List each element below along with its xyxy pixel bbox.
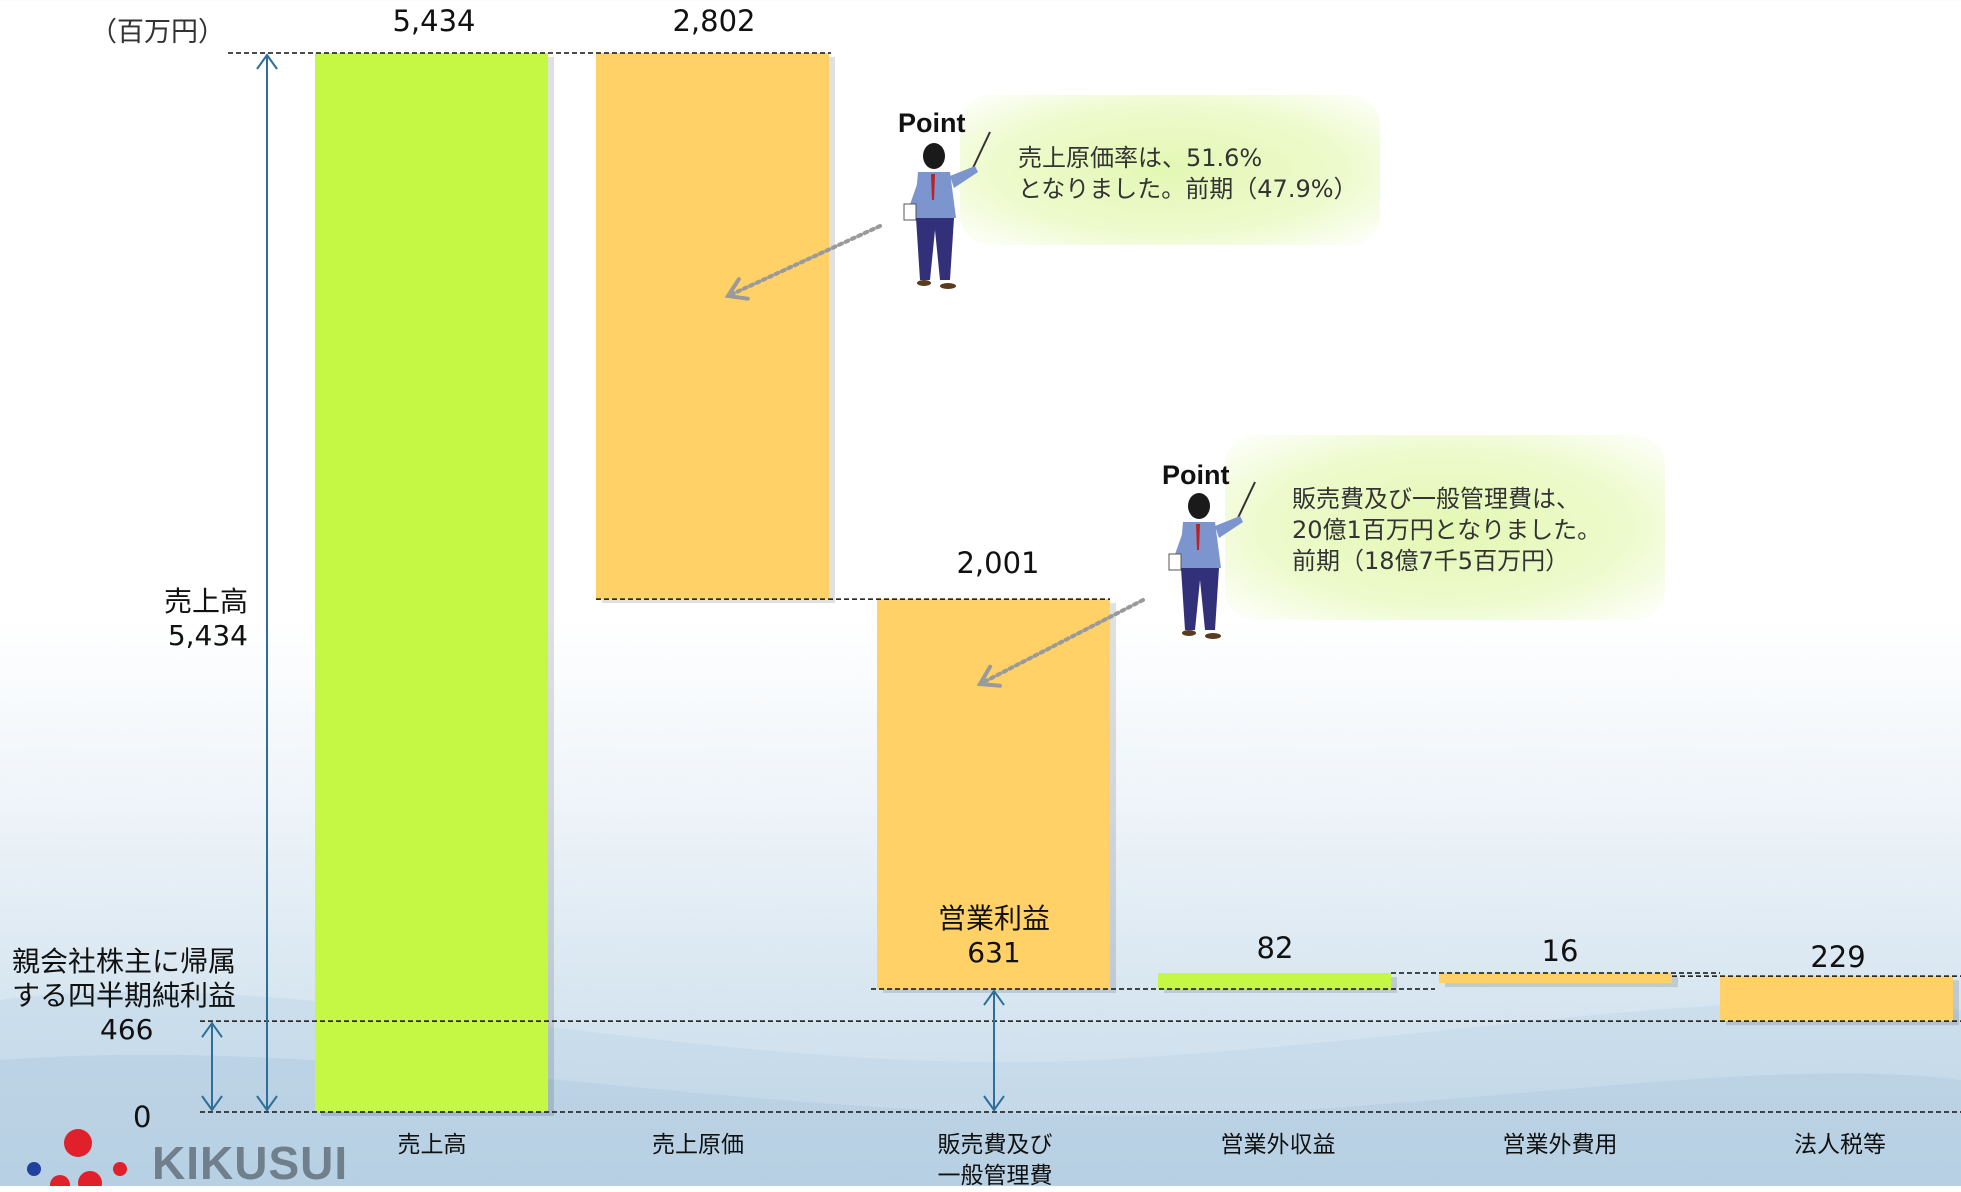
net-income-value: 466	[100, 1013, 154, 1046]
value-label-non-operating-expense: 16	[1541, 934, 1579, 968]
net-income-title-line2: する四半期純利益	[12, 979, 237, 1012]
category-label-sga: 販売費及び 一般管理費	[937, 1132, 1053, 1189]
category-label-income-taxes: 法人税等	[1794, 1132, 1886, 1158]
value-label-non-operating-income: 82	[1256, 931, 1294, 965]
zero-label: 0	[133, 1100, 152, 1134]
callout-1-line1: 売上原価率は、51.6%	[1018, 144, 1263, 172]
net-income-dimension-arrow-head-top	[201, 1021, 223, 1038]
value-label-income-taxes: 229	[1810, 940, 1866, 974]
net-income-dimension-arrow-head-bottom	[201, 1095, 223, 1112]
callout-2-text: 販売費及び一般管理費は、 20億1百万円となりました。 前期（18億7千5百万円…	[1292, 484, 1601, 577]
sales-side-value: 5,434	[167, 619, 248, 652]
bar-3	[1158, 973, 1391, 990]
callout-1-text: 売上原価率は、51.6% となりました。前期（47.9%）	[1018, 143, 1358, 205]
operating-profit-title: 営業利益	[937, 902, 1050, 935]
sales-side-title: 売上高	[163, 585, 248, 618]
callout-cost-ratio-box	[960, 95, 1380, 245]
callout-2-line1: 販売費及び一般管理費は、	[1292, 485, 1580, 513]
sales-dimension-arrow-head-top	[256, 53, 278, 70]
sales-side-label: 売上高 5,434	[160, 585, 248, 653]
net-income-side-label: 親会社株主に帰属 する四半期純利益 466	[12, 945, 236, 1047]
unit-label: （百万円）	[90, 17, 225, 48]
presenter-figure-icon	[1168, 481, 1256, 639]
net-income-title-line1: 親会社株主に帰属	[12, 945, 237, 978]
pointer-arrow-head	[976, 664, 1002, 688]
presenter-figure-icon	[903, 131, 991, 289]
pointer-arrow	[978, 598, 1145, 686]
operating-profit-dimension-arrow-head-top	[983, 989, 1005, 1006]
callout-2-line3: 前期（18億7千5百万円）	[1292, 547, 1570, 575]
operating-profit-value: 631	[967, 936, 1021, 969]
bar-4	[1439, 973, 1672, 984]
category-label-non-operating-income: 営業外収益	[1220, 1132, 1336, 1158]
bar-0	[315, 53, 548, 1112]
callout-1-title: Point	[898, 108, 966, 138]
bar-1	[596, 53, 829, 600]
category-label-non-operating-expense: 営業外費用	[1502, 1132, 1618, 1158]
pointer-arrow	[726, 224, 882, 298]
value-label-sales: 5,434	[392, 4, 476, 38]
operating-profit-label: 営業利益 631	[894, 902, 1094, 970]
value-label-cost-of-sales: 2,802	[672, 4, 756, 38]
callout-sga-box	[1225, 435, 1665, 620]
category-label-sales: 売上高	[397, 1132, 467, 1158]
logo-text: KIKUSUI	[152, 1137, 349, 1189]
callout-2-line2: 20億1百万円となりました。	[1292, 516, 1602, 544]
pointer-arrow-head	[724, 277, 750, 301]
value-label-sga: 2,001	[956, 546, 1040, 580]
sales-dimension-arrow-head-bottom	[256, 1095, 278, 1112]
operating-profit-dimension-arrow-head-bottom	[983, 1095, 1005, 1112]
kikusui-logo-icon	[27, 1129, 127, 1186]
callout-1-line2: となりました。前期（47.9%）	[1018, 175, 1358, 203]
category-label-cost-of-sales: 売上原価	[652, 1132, 744, 1158]
bar-2	[877, 599, 1110, 990]
callout-2-title: Point	[1162, 460, 1230, 490]
bar-5	[1720, 976, 1953, 1022]
